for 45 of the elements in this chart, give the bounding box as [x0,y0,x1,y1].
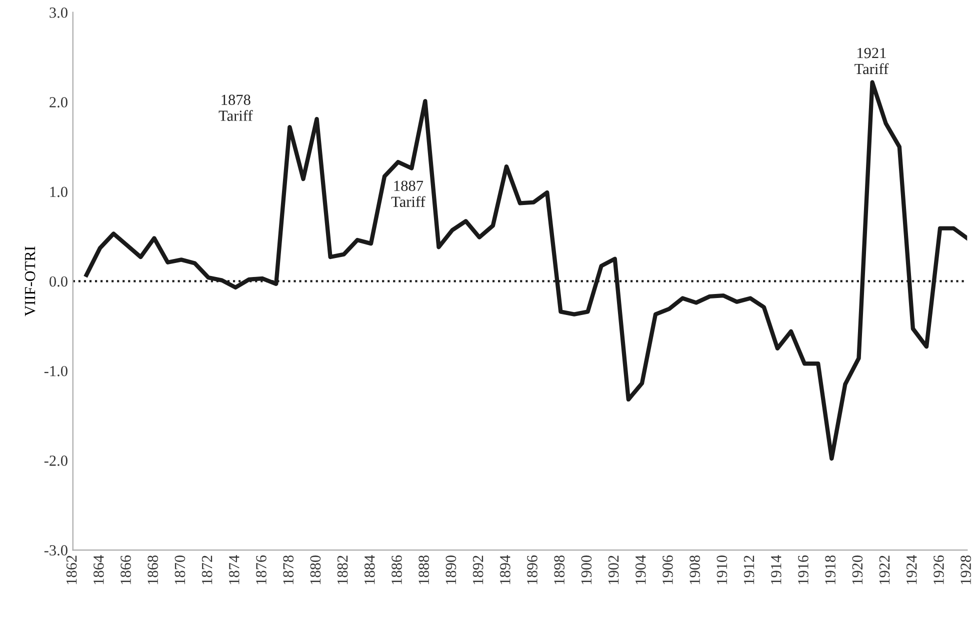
x-tick-label: 1914 [771,555,782,584]
x-tick-label: 1912 [744,556,754,584]
x-tick-label: 1878 [283,555,294,584]
x-tick-label: 1904 [635,555,646,584]
x-tick-label: 1910 [716,555,728,584]
x-tick-label: 1896 [527,555,538,584]
x-tick-label: 1868 [148,555,158,584]
y-tick-label: 0.0 [50,276,68,287]
x-tick-label: 1870 [174,555,186,584]
x-tick-label: 1866 [120,555,131,584]
x-tick-label: 1902 [608,556,619,584]
y-axis-title: VIIF-OTRI [24,246,36,316]
x-tick-label: 1864 [94,555,104,584]
x-tick-label: 1892 [472,556,484,584]
x-tick-label: 1886 [392,555,402,584]
x-tick-label: 1916 [798,555,808,584]
x-tick-label: 1928 [960,555,971,584]
x-tick-label: 1876 [256,555,266,584]
y-tick-label: 3.0 [50,8,68,18]
x-tick-label: 1874 [229,555,240,584]
x-tick-label: 1924 [906,555,917,584]
x-tick-label: 1884 [364,555,375,584]
x-tick-label: 1906 [662,555,673,584]
y-tick-label: -2.0 [44,456,68,466]
x-tick-label: 1894 [500,555,510,584]
x-tick-label: 1898 [554,555,564,584]
x-tick-label: 1872 [202,556,212,584]
x-tick-label: 1920 [852,555,863,584]
annotation: 1921 Tariff [854,48,889,74]
y-tick-label: -3.0 [44,545,68,556]
x-tick-label: 1880 [310,555,321,584]
x-tick-label: 1908 [690,555,700,584]
x-tick-label: 1882 [337,556,348,584]
x-tick-label: 1918 [825,555,836,584]
y-tick-label: 1.0 [50,186,68,198]
x-tick-label: 1926 [934,555,944,584]
x-tick-label: 1922 [879,556,890,584]
y-tick-label: 2.0 [50,97,68,108]
x-tick-label: 1888 [418,555,429,584]
y-tick-label: -1.0 [44,366,68,376]
x-tick-label: 1890 [446,555,456,584]
x-tick-label: 1862 [66,556,77,584]
x-tick-label: 1900 [581,555,592,584]
annotation: 1887 Tariff [391,180,426,207]
annotation: 1878 Tariff [218,94,253,121]
